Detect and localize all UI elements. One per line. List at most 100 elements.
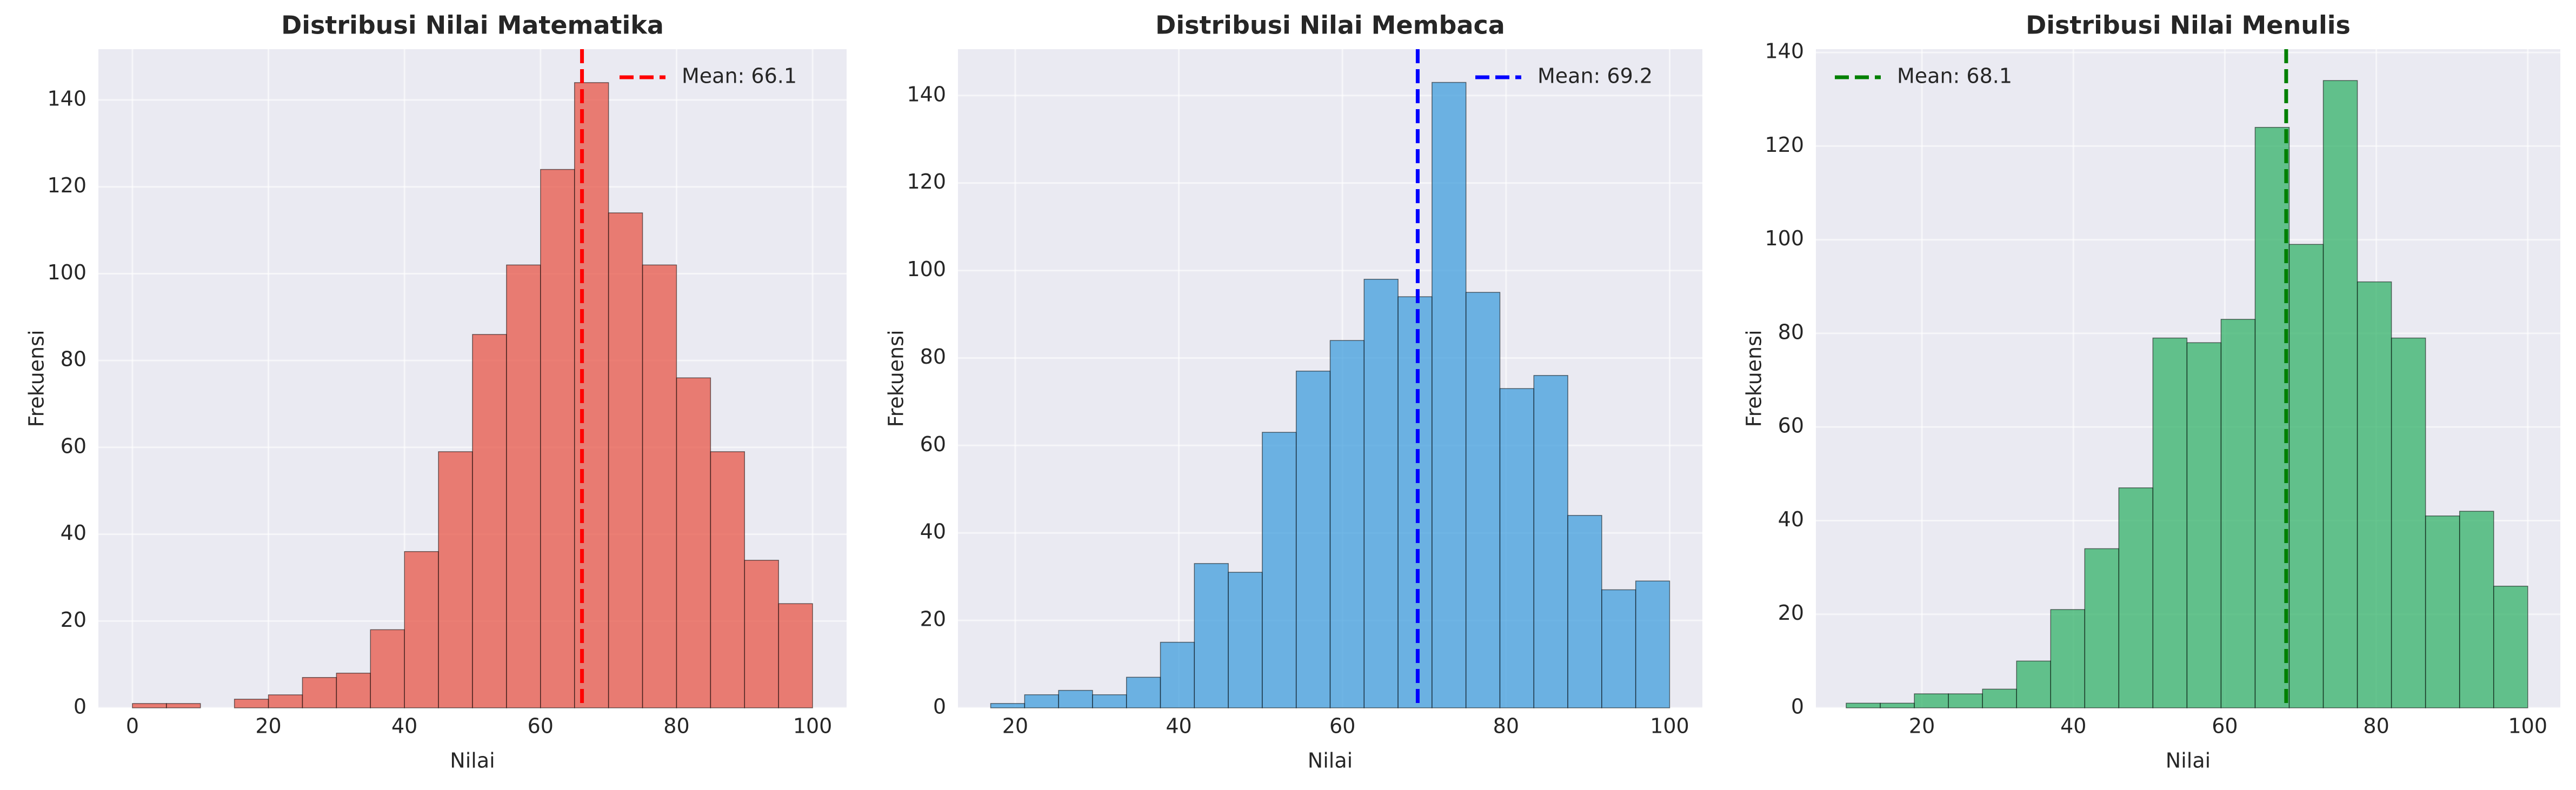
histogram-bar [336, 672, 371, 708]
title: Distribusi Nilai Matematika [281, 11, 664, 40]
y-tick-label: 20 [1778, 601, 1804, 625]
histogram-bar [2391, 337, 2426, 708]
x-axis-label: Nilai [2166, 749, 2211, 773]
histogram-bar [438, 451, 473, 708]
x-tick-label: 60 [2212, 714, 2238, 738]
title: Distribusi Nilai Membaca [1155, 11, 1505, 40]
histogram-bar [2050, 609, 2086, 708]
subplot: 0 20 40 60 80 100 120 140 20 40 60 80 100 Mean: 69.2 D… [884, 11, 1702, 773]
histogram-bar [302, 677, 337, 708]
histogram-bar [370, 629, 405, 708]
histogram-bar [234, 699, 269, 708]
histogram-bar [1465, 292, 1501, 708]
y-tick-label: 20 [61, 608, 86, 632]
histogram-bar [2254, 126, 2290, 708]
histogram-bar [2118, 487, 2154, 708]
histogram-bar [1635, 580, 1670, 708]
histogram-bar [2084, 548, 2120, 708]
histogram-bar [710, 451, 745, 708]
histogram-bar [1329, 340, 1365, 708]
y-tick-label: 80 [1778, 320, 1804, 344]
x-axis-label: Nilai [450, 749, 495, 773]
y-tick-label: 80 [920, 345, 946, 369]
y-tick-label: 0 [1791, 695, 1804, 719]
y-axis-label: Frekuensi [1742, 330, 1766, 427]
histogram-bar [2459, 511, 2494, 708]
x-tick-label: 60 [1329, 714, 1355, 738]
y-tick-label: 20 [920, 607, 946, 631]
histogram-bar [1363, 279, 1399, 708]
histogram-bar [1126, 677, 1161, 708]
histogram-bar [1228, 572, 1263, 708]
legend-label: Mean: 66.1 [682, 64, 797, 88]
histogram-bar [1567, 515, 1602, 708]
histogram-bar [506, 264, 541, 708]
x-tick-label: 40 [1166, 714, 1192, 738]
title: Distribusi Nilai Menulis [2026, 11, 2351, 40]
x-tick-label: 40 [2060, 714, 2086, 738]
subplot: 0 20 40 60 80 100 120 140 0 20 40 60 80 100 Mean: 66.1… [25, 11, 847, 773]
histogram-bar [1058, 689, 1093, 708]
histogram-bar [2357, 281, 2392, 708]
x-tick-label: 80 [1493, 714, 1519, 738]
y-tick-label: 60 [920, 432, 946, 456]
histogram-bar [574, 82, 609, 708]
histogram-bar [1295, 370, 1331, 708]
y-tick-label: 0 [74, 695, 86, 719]
histogram-bar [472, 334, 507, 708]
histogram-bar [990, 703, 1026, 708]
histogram-bar [2016, 660, 2052, 708]
x-tick-label: 80 [663, 714, 689, 738]
histogram-bar [1024, 694, 1059, 708]
histogram-bar [642, 264, 677, 708]
histogram-bar [1533, 375, 1568, 708]
histogram-bar [540, 169, 575, 708]
x-tick-label: 80 [2363, 714, 2389, 738]
histogram-bar [1914, 693, 1949, 708]
x-tick-label: 20 [1909, 714, 1935, 738]
y-tick-label: 140 [907, 82, 946, 106]
histogram-bar [2220, 319, 2256, 708]
histogram-bar [2288, 244, 2324, 708]
histogram-bar [1880, 702, 1915, 708]
legend-label: Mean: 68.1 [1897, 64, 2012, 88]
histogram-bar [744, 560, 779, 708]
histogram-bar [1262, 432, 1297, 708]
histogram-bar [676, 377, 711, 708]
y-tick-label: 60 [1778, 414, 1804, 438]
x-tick-label: 20 [1002, 714, 1028, 738]
y-tick-label: 120 [1765, 133, 1804, 157]
histogram-bar [2186, 342, 2222, 708]
histogram-bar [1194, 563, 1229, 708]
histogram-bar [166, 703, 201, 708]
histogram-bar [2425, 515, 2460, 708]
x-axis-label: Nilai [1308, 749, 1353, 773]
x-tick-label: 40 [391, 714, 417, 738]
histogram-bar [2152, 337, 2188, 708]
histogram-bar [778, 603, 813, 708]
x-tick-label: 60 [528, 714, 554, 738]
histogram-bar [1601, 589, 1636, 708]
y-tick-label: 100 [907, 257, 946, 281]
histogram-bar [132, 703, 167, 708]
histogram-bar [1432, 82, 1467, 708]
histogram-bar [2493, 585, 2528, 708]
y-axis-label: Frekuensi [25, 330, 49, 427]
y-tick-label: 120 [907, 170, 946, 193]
y-tick-label: 140 [47, 87, 86, 111]
y-tick-label: 40 [1778, 507, 1804, 531]
x-tick-label: 100 [2508, 714, 2547, 738]
histogram-bar [1397, 296, 1433, 708]
y-tick-label: 80 [61, 347, 86, 371]
histogram-bar [1846, 702, 1881, 708]
y-tick-label: 140 [1765, 39, 1804, 63]
x-tick-label: 100 [793, 714, 833, 738]
y-tick-label: 60 [61, 434, 86, 458]
histogram-bar [1499, 388, 1535, 708]
histogram-bar [608, 212, 643, 708]
x-tick-label: 0 [126, 714, 139, 738]
histogram-bar [1982, 688, 2017, 708]
y-tick-label: 120 [47, 173, 86, 197]
histogram-bar [2322, 80, 2358, 708]
y-tick-label: 0 [933, 695, 946, 719]
